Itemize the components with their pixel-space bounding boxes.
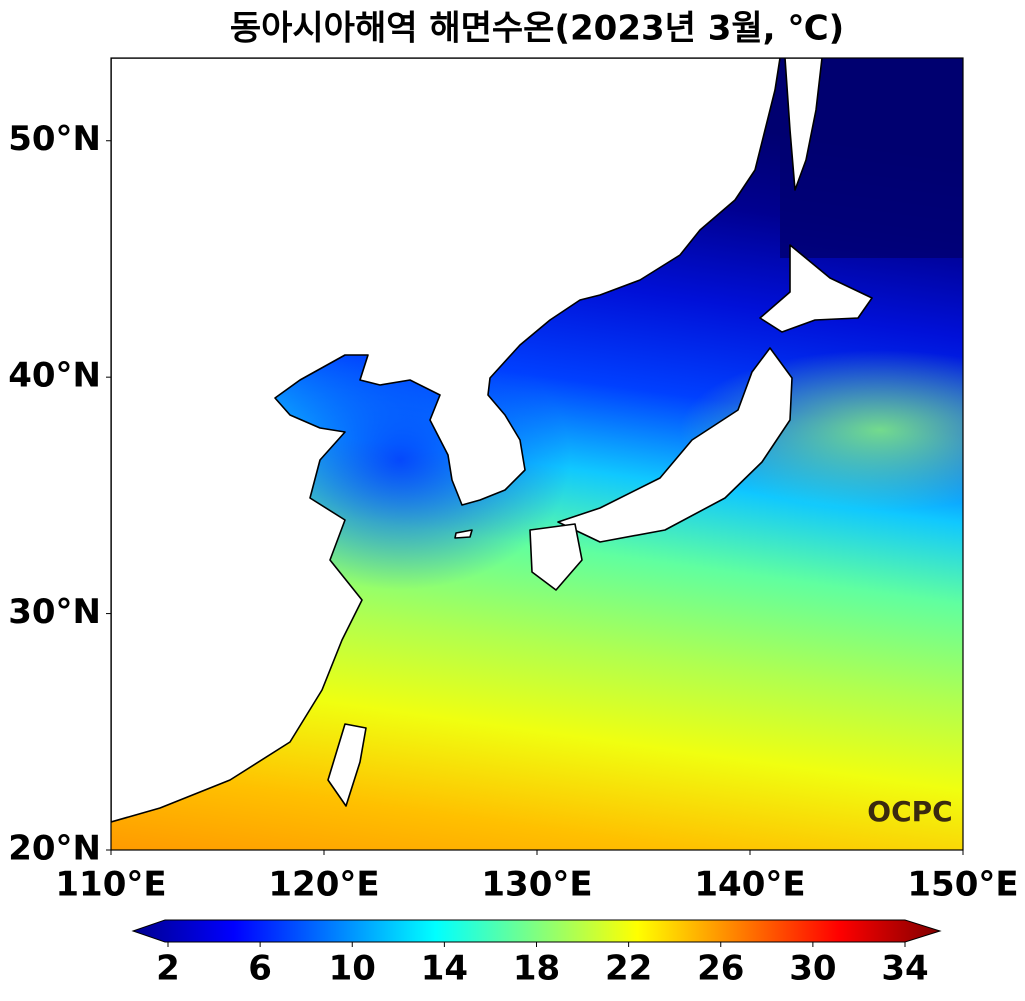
colorbar-bar: [131, 919, 942, 943]
x-tick-label: 140°E: [694, 865, 805, 905]
y-tick-label: 40°N: [8, 356, 101, 396]
honshu: [557, 347, 793, 543]
colorbar-tick-label: 26: [697, 949, 744, 989]
x-tick-label: 150°E: [907, 865, 1018, 905]
colorbar-tick-label: 22: [605, 949, 652, 989]
y-tick-label: 30°N: [8, 592, 101, 632]
colorbar-tick-label: 30: [789, 949, 836, 989]
colorbar: [131, 919, 942, 943]
hokkaido: [759, 244, 873, 333]
x-tick-label: 110°E: [55, 865, 166, 905]
sakhalin: [784, 58, 823, 191]
watermark: OCPC: [867, 795, 952, 828]
colorbar-tick-label: 18: [513, 949, 560, 989]
colorbar-tick-label: 10: [329, 949, 376, 989]
kyushu: [529, 523, 583, 591]
jeju: [454, 529, 473, 539]
mainland: [111, 58, 781, 823]
colorbar-tick-label: 6: [248, 949, 272, 989]
map-area: [111, 58, 963, 850]
chart-title: 동아시아해역 해면수온(2023년 3월, ℃): [230, 9, 844, 49]
x-tick-label: 130°E: [481, 865, 592, 905]
y-tick-label: 50°N: [8, 119, 101, 159]
y-tick-label: 20°N: [8, 829, 101, 869]
colorbar-tick-label: 14: [421, 949, 468, 989]
x-tick-label: 120°E: [268, 865, 379, 905]
taiwan: [327, 723, 367, 807]
colorbar-tick-label: 34: [881, 949, 928, 989]
colorbar-tick-label: 2: [156, 949, 180, 989]
